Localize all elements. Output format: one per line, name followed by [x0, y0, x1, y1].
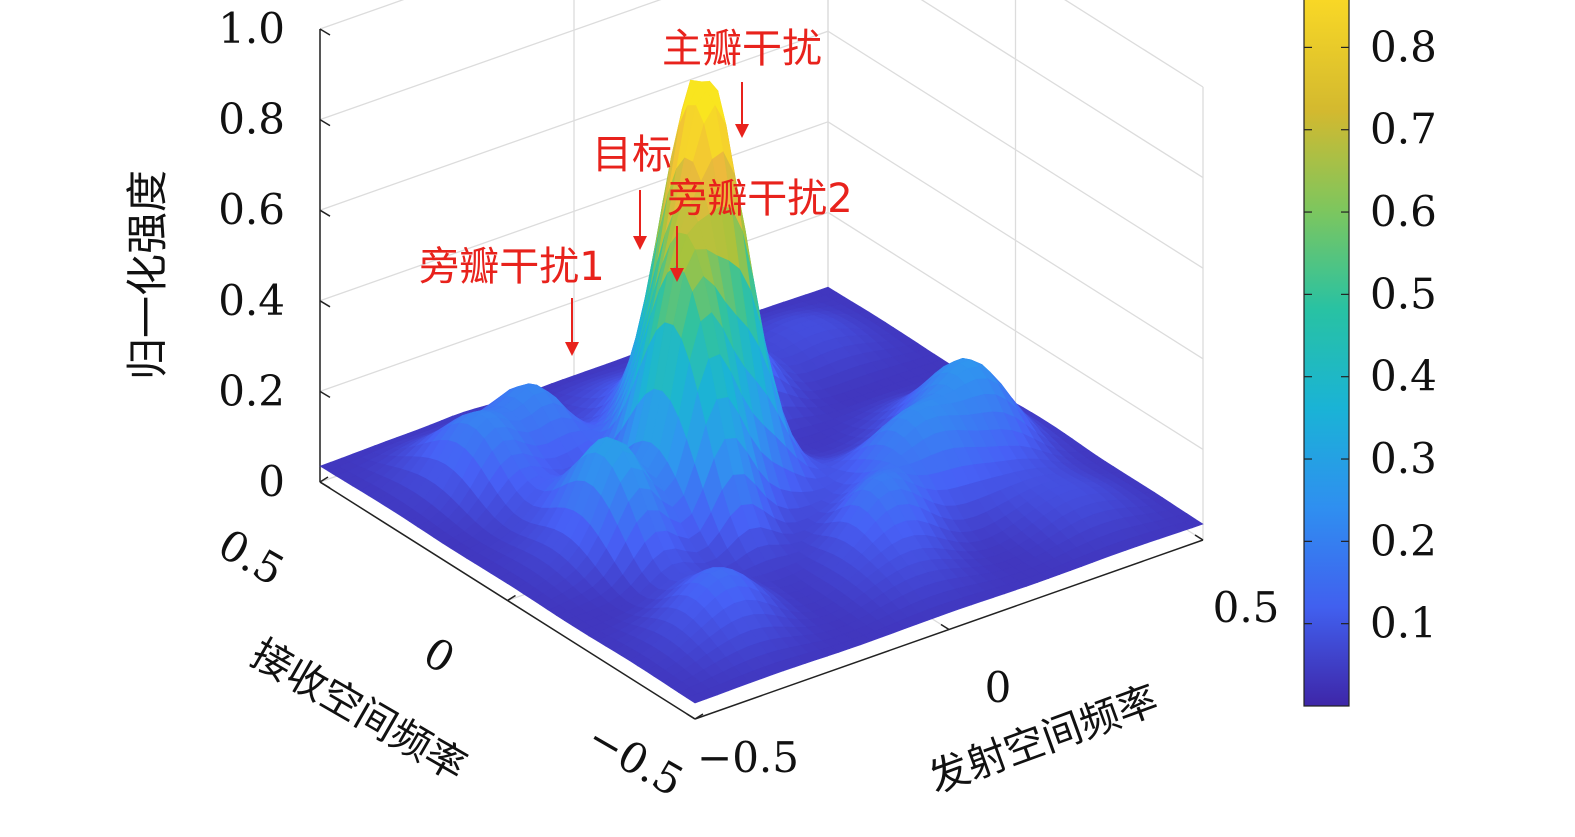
colorbar-tick-label: 0.6	[1370, 187, 1437, 236]
annotation-label: 旁瓣干扰2	[667, 176, 852, 222]
colorbar-tick-label: 0.1	[1370, 599, 1437, 648]
colorbar: 0.1 0.2 0.3 0.4 0.5 0.6 0.7 0.8	[1303, 0, 1437, 707]
z-tick-label: 0.8	[218, 95, 285, 144]
x-tick-mark	[686, 713, 696, 720]
x-tick-label: −0.5	[697, 733, 799, 782]
z-axis-title: 归一化强度	[123, 170, 172, 380]
annotation-arrow-head	[633, 236, 647, 250]
y-tick-mark	[694, 713, 704, 720]
z-tick-label: 0.2	[218, 366, 285, 415]
y-tick-mark	[319, 476, 329, 483]
x-tick-label: 0.5	[1213, 583, 1280, 632]
colorbar-tick-label: 0.5	[1370, 269, 1437, 318]
z-tick-label: 1.0	[218, 4, 285, 53]
x-tick-mark	[940, 623, 950, 631]
z-tick-mark	[319, 300, 331, 308]
z-tick-mark	[319, 118, 331, 127]
z-tick-mark	[319, 481, 331, 489]
colorbar-ticks: 0.1 0.2 0.3 0.4 0.5 0.6 0.7 0.8	[1304, 22, 1437, 648]
z-tick-mark	[319, 390, 331, 399]
grid-line-z	[319, 0, 1204, 179]
y-tick-label: 0.5	[210, 520, 292, 596]
x-axis-ticks: −0.5 0 0.5	[697, 583, 1279, 782]
grid-line-z	[319, 0, 1204, 88]
annotation-arrow-head	[735, 124, 749, 138]
y-tick-label: 0	[415, 628, 463, 684]
x-tick-label: 0	[985, 663, 1012, 712]
z-tick-label: 0.4	[218, 276, 285, 325]
z-tick-mark	[319, 28, 331, 36]
colorbar-tick-label: 0.4	[1370, 352, 1437, 401]
y-tick-label: −0.5	[579, 713, 692, 806]
colorbar-tick-label: 0.7	[1370, 105, 1437, 154]
surface-patch	[686, 693, 707, 704]
y-tick-mark	[507, 594, 516, 602]
colorbar-tick-label: 0.3	[1370, 434, 1437, 483]
z-tick-label: 0.6	[218, 185, 285, 234]
annotation-arrow-head	[565, 342, 579, 356]
annotation-label: 主瓣干扰	[662, 26, 822, 72]
colorbar-gradient	[1303, 0, 1350, 707]
colorbar-tick-label: 0.2	[1370, 516, 1437, 565]
z-axis-ticks: 0 0.2 0.4 0.6 0.8 1.0	[218, 4, 285, 506]
z-tick-mark	[319, 209, 331, 217]
annotation-label: 旁瓣干扰1	[419, 244, 604, 290]
colorbar-tick-label: 0.8	[1370, 22, 1437, 71]
annotation-label: 目标	[592, 132, 672, 178]
z-tick-label: 0	[258, 457, 285, 506]
x-tick-mark	[1194, 534, 1204, 541]
surface-mesh	[319, 79, 1204, 704]
axis-lines	[319, 28, 1204, 720]
x-axis-title: 发射空间频率	[923, 677, 1164, 802]
annotation-arrow-head	[670, 268, 684, 282]
